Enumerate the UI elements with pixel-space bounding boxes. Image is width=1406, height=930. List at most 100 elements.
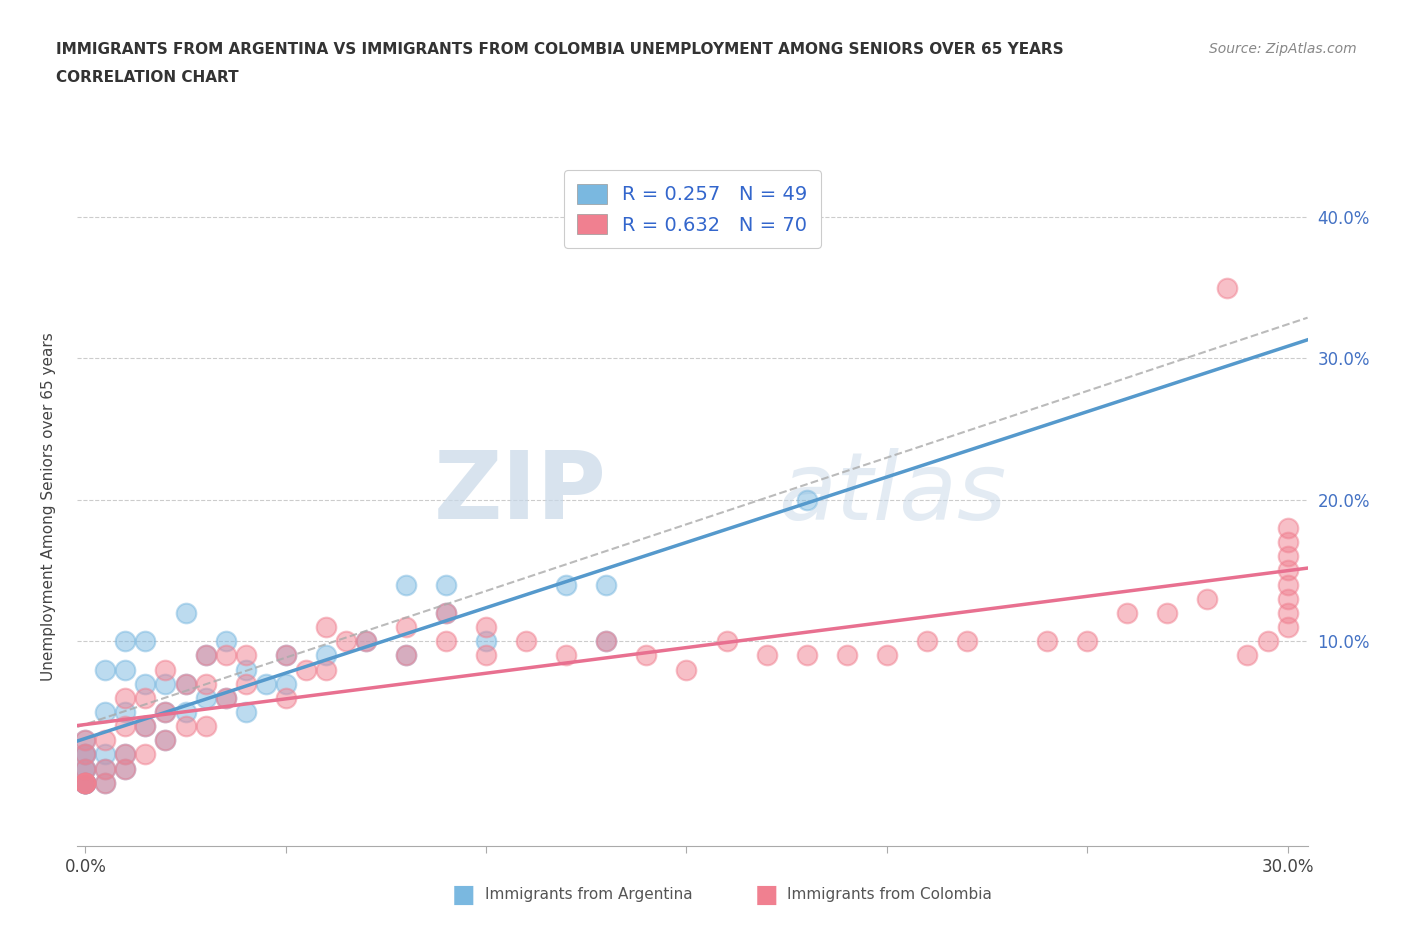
Point [94, 747, 117, 762]
Point [94, 662, 117, 677]
Point [595, 578, 617, 592]
Point [1197, 591, 1219, 606]
Point [114, 761, 136, 776]
Point [315, 648, 337, 663]
Point [75, 761, 97, 776]
Point [75, 776, 97, 790]
Text: ■: ■ [453, 883, 475, 907]
Point [114, 662, 136, 677]
Text: ZIP: ZIP [433, 447, 606, 539]
Point [134, 719, 156, 734]
Point [75, 776, 97, 790]
Point [75, 776, 97, 790]
Point [134, 747, 156, 762]
Point [94, 761, 117, 776]
Text: Immigrants from Colombia: Immigrants from Colombia [787, 887, 993, 902]
Point [214, 690, 236, 705]
Point [1277, 549, 1299, 564]
Point [1277, 591, 1299, 606]
Point [194, 648, 217, 663]
Point [595, 633, 617, 648]
Point [254, 676, 277, 691]
Point [835, 648, 858, 663]
Legend: R = 0.257   N = 49, R = 0.632   N = 70: R = 0.257 N = 49, R = 0.632 N = 70 [564, 170, 821, 248]
Point [1277, 619, 1299, 634]
Point [134, 690, 156, 705]
Point [515, 633, 537, 648]
Point [434, 605, 457, 620]
Point [134, 676, 156, 691]
Point [956, 633, 979, 648]
Point [114, 690, 136, 705]
Point [235, 705, 257, 720]
Text: CORRELATION CHART: CORRELATION CHART [56, 70, 239, 85]
Point [354, 633, 377, 648]
Point [1076, 633, 1098, 648]
Point [1277, 578, 1299, 592]
Point [75, 747, 97, 762]
Point [114, 705, 136, 720]
Point [235, 662, 257, 677]
Point [75, 733, 97, 748]
Point [1277, 605, 1299, 620]
Point [755, 648, 778, 663]
Point [75, 776, 97, 790]
Point [155, 733, 177, 748]
Point [335, 633, 357, 648]
Point [155, 662, 177, 677]
Point [174, 676, 197, 691]
Point [1277, 521, 1299, 536]
Point [134, 719, 156, 734]
Point [274, 648, 297, 663]
Point [75, 776, 97, 790]
Text: IMMIGRANTS FROM ARGENTINA VS IMMIGRANTS FROM COLOMBIA UNEMPLOYMENT AMONG SENIORS: IMMIGRANTS FROM ARGENTINA VS IMMIGRANTS … [56, 42, 1064, 57]
Point [675, 662, 697, 677]
Point [194, 676, 217, 691]
Point [796, 648, 818, 663]
Point [796, 492, 818, 507]
Point [214, 690, 236, 705]
Point [434, 605, 457, 620]
Point [75, 776, 97, 790]
Point [434, 578, 457, 592]
Point [214, 633, 236, 648]
Point [1116, 605, 1139, 620]
Point [114, 747, 136, 762]
Point [194, 690, 217, 705]
Point [94, 776, 117, 790]
Point [1256, 633, 1278, 648]
Point [194, 648, 217, 663]
Point [274, 648, 297, 663]
Point [434, 633, 457, 648]
Point [1277, 535, 1299, 550]
Point [294, 662, 316, 677]
Point [395, 648, 418, 663]
Point [555, 578, 578, 592]
Point [75, 776, 97, 790]
Point [876, 648, 898, 663]
Point [75, 776, 97, 790]
Point [1036, 633, 1059, 648]
Point [114, 633, 136, 648]
Point [155, 733, 177, 748]
Point [114, 761, 136, 776]
Point [235, 676, 257, 691]
Point [475, 648, 498, 663]
Point [134, 633, 156, 648]
Point [315, 619, 337, 634]
Point [75, 747, 97, 762]
Point [915, 633, 938, 648]
Point [155, 705, 177, 720]
Point [475, 619, 498, 634]
Point [716, 633, 738, 648]
Point [1156, 605, 1178, 620]
Point [555, 648, 578, 663]
Point [114, 747, 136, 762]
Point [274, 676, 297, 691]
Point [94, 733, 117, 748]
Point [274, 690, 297, 705]
Point [174, 605, 197, 620]
Point [1236, 648, 1258, 663]
Point [174, 719, 197, 734]
Point [155, 676, 177, 691]
